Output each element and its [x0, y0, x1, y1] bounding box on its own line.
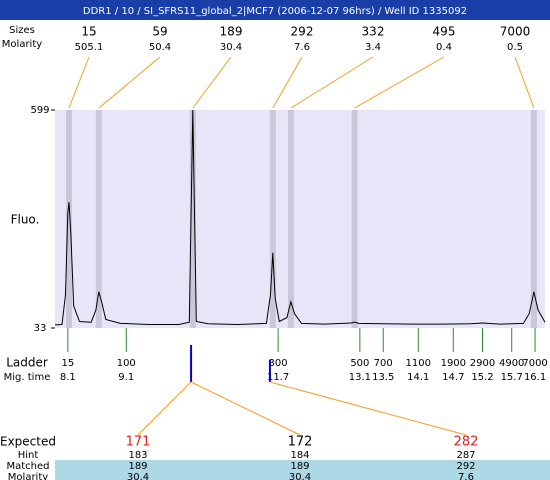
peak-size: 15	[81, 25, 96, 39]
ladder-size: 1900	[441, 358, 466, 369]
table-hint: 287	[456, 450, 475, 461]
ladder-time: 15.7	[501, 372, 523, 383]
peak-band	[351, 110, 358, 328]
table-expected: 282	[454, 435, 479, 450]
table-molarity: 7.6	[458, 472, 474, 480]
ladder-size: 1100	[406, 358, 431, 369]
ladder-time: 14.1	[407, 372, 429, 383]
peak-size: 332	[362, 25, 385, 39]
y-axis-label: Fluo.	[11, 213, 40, 227]
table-hint: 183	[128, 450, 147, 461]
table-matched: 189	[128, 461, 147, 472]
table-expected: 171	[126, 435, 151, 450]
peak-molarity: 0.5	[507, 42, 523, 53]
peak-molarity: 0.4	[436, 42, 452, 53]
peak-molarity: 50.4	[149, 42, 171, 53]
peak-size: 59	[152, 25, 167, 39]
peak-band	[95, 110, 102, 328]
table-molarity: 30.4	[289, 472, 311, 480]
peak-band	[269, 110, 276, 328]
ladder-size: 500	[350, 358, 369, 369]
peak-molarity: 30.4	[220, 42, 242, 53]
peak-size: 292	[291, 25, 314, 39]
molarity-label: Molarity	[2, 39, 42, 50]
peak-band	[530, 110, 537, 328]
y-tick-label: 599	[30, 105, 49, 116]
peak-molarity: 505.1	[75, 42, 104, 53]
mig-time-label: Mig. time	[4, 372, 51, 383]
title: DDR1 / 10 / SI_SFRS11_global_2|MCF7 (200…	[83, 6, 467, 17]
table-expected: 172	[288, 435, 313, 450]
peak-connector	[290, 56, 374, 109]
peak-connector	[272, 56, 303, 109]
ladder-time: 14.7	[442, 372, 464, 383]
ladder-size: 2900	[470, 358, 495, 369]
expected-link	[190, 381, 301, 436]
ladder-size: 300	[269, 358, 288, 369]
ladder-size: 100	[117, 358, 136, 369]
ladder-size: 7000	[522, 358, 547, 369]
ladder-time: 15.2	[471, 372, 493, 383]
table-molarity: 30.4	[127, 472, 149, 480]
row-label: Matched	[6, 461, 49, 472]
table-matched: 189	[290, 461, 309, 472]
ladder-time: 8.1	[60, 372, 76, 383]
ladder-size: 700	[374, 358, 393, 369]
trace	[54, 109, 546, 326]
ladder-time: 13.5	[372, 372, 394, 383]
ladder-time: 11.7	[267, 372, 289, 383]
title-bar	[0, 0, 550, 20]
ladder-time: 16.1	[524, 372, 546, 383]
y-tick-label: 33	[34, 323, 47, 334]
peak-connector	[514, 56, 535, 109]
peak-band	[189, 110, 196, 328]
plot-area	[55, 110, 545, 328]
row-label: Expected	[0, 435, 56, 449]
peak-size: 7000	[500, 25, 531, 39]
sizes-label: Sizes	[9, 25, 35, 36]
ladder-time: 13.1	[349, 372, 371, 383]
ladder-size: 4900	[499, 358, 524, 369]
ladder-time: 9.1	[118, 372, 134, 383]
peak-connector	[98, 56, 161, 109]
ladder-size: 15	[61, 358, 74, 369]
table-matched: 292	[456, 461, 475, 472]
peak-connector	[68, 56, 90, 109]
expected-link	[137, 381, 192, 436]
table-hint: 184	[290, 450, 309, 461]
peak-band	[66, 110, 73, 328]
peak-size: 495	[433, 25, 456, 39]
peak-size: 189	[220, 25, 243, 39]
peak-molarity: 3.4	[365, 42, 381, 53]
row-label: Molarity	[8, 472, 48, 480]
matched-row-bg	[55, 460, 550, 480]
row-label: Hint	[18, 450, 39, 461]
expected-link	[269, 381, 467, 436]
peak-molarity: 7.6	[294, 42, 310, 53]
ladder-label: Ladder	[6, 356, 48, 370]
peak-connector	[192, 56, 232, 109]
peak-band	[287, 110, 294, 328]
peak-connector	[354, 56, 445, 109]
